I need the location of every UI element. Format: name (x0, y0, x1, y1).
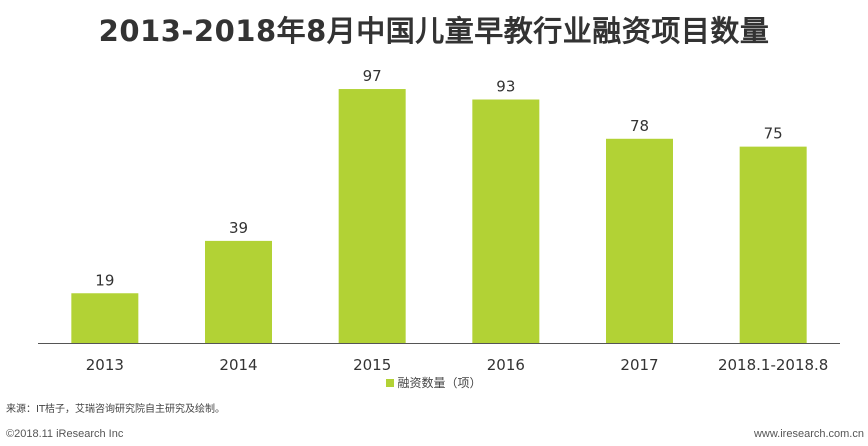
data-label-1: 39 (229, 219, 248, 237)
bar-5 (739, 146, 807, 343)
copyright: ©2018.11 iResearch Inc (6, 428, 124, 440)
source-note: 来源：IT桔子，艾瑞咨询研究院自主研究及绘制。 (6, 404, 226, 415)
legend-swatch (386, 379, 395, 387)
data-label-4: 78 (630, 117, 649, 135)
bar-1 (205, 240, 272, 343)
bar-3 (472, 99, 540, 343)
legend-label: 融资数量（项） (397, 376, 482, 390)
chart-title: 2013-2018年8月中国儿童早教行业融资项目数量 (98, 14, 770, 48)
bar-4 (606, 138, 673, 343)
data-label-5: 75 (764, 125, 783, 143)
data-label-3: 93 (496, 78, 515, 96)
x-tick-label-0: 2013 (86, 356, 124, 374)
x-tick-label-1: 2014 (219, 356, 257, 374)
x-tick-label-3: 2016 (487, 356, 525, 374)
bar-0 (71, 293, 139, 343)
x-tick-label-5: 2018.1-2018.8 (718, 356, 828, 374)
website: www.iresearch.com.cn (753, 428, 864, 440)
x-tick-label-4: 2017 (620, 356, 658, 374)
bar-2 (338, 89, 406, 343)
legend: 融资数量（项） (0, 374, 868, 391)
data-label-0: 19 (95, 271, 114, 289)
data-label-2: 97 (363, 67, 382, 85)
x-tick-label-2: 2015 (353, 356, 391, 374)
